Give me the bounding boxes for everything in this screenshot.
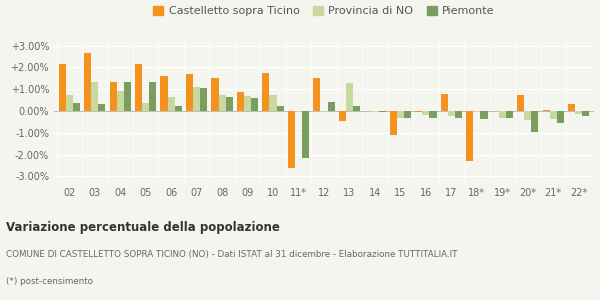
Bar [404,111,411,118]
Bar [59,64,66,111]
Bar [313,78,320,111]
Bar [339,111,346,121]
Bar [193,87,200,111]
Bar [244,96,251,111]
Bar [302,111,309,158]
Bar [379,111,386,112]
Bar [353,106,360,111]
Bar [390,111,397,135]
Bar [499,111,506,118]
Bar [422,111,430,116]
Bar [211,78,218,111]
Bar [98,104,106,111]
Bar [66,94,73,111]
Bar [455,111,462,118]
Bar [167,97,175,111]
Bar [532,111,538,132]
Bar [73,103,80,111]
Bar [320,111,328,112]
Bar [218,94,226,111]
Bar [371,111,379,112]
Bar [288,111,295,168]
Bar [575,111,582,114]
Text: COMUNE DI CASTELLETTO SOPRA TICINO (NO) - Dati ISTAT al 31 dicembre - Elaborazio: COMUNE DI CASTELLETTO SOPRA TICINO (NO) … [6,250,458,260]
Bar [346,82,353,111]
Text: Variazione percentuale della popolazione: Variazione percentuale della popolazione [6,220,280,233]
Bar [277,106,284,111]
Bar [415,111,422,112]
Bar [175,106,182,111]
Bar [466,111,473,161]
Bar [135,64,142,111]
Bar [110,82,116,111]
Text: (*) post-censimento: (*) post-censimento [6,278,93,286]
Bar [557,111,564,123]
Bar [517,94,524,111]
Bar [448,111,455,116]
Bar [124,82,131,111]
Bar [237,92,244,111]
Bar [295,111,302,112]
Bar [440,94,448,111]
Bar [251,98,258,111]
Bar [116,92,124,111]
Bar [200,88,208,111]
Bar [149,82,157,111]
Bar [524,111,532,120]
Bar [269,94,277,111]
Bar [568,104,575,111]
Bar [226,97,233,111]
Bar [186,74,193,111]
Bar [550,111,557,118]
Legend: Castelletto sopra Ticino, Provincia di NO, Piemonte: Castelletto sopra Ticino, Provincia di N… [153,6,495,16]
Bar [328,102,335,111]
Bar [582,111,589,116]
Bar [397,111,404,118]
Bar [430,111,437,118]
Bar [542,110,550,111]
Bar [142,103,149,111]
Bar [91,82,98,111]
Bar [262,73,269,111]
Bar [160,76,167,111]
Bar [84,53,91,111]
Bar [506,111,513,118]
Bar [481,111,488,118]
Bar [473,111,481,112]
